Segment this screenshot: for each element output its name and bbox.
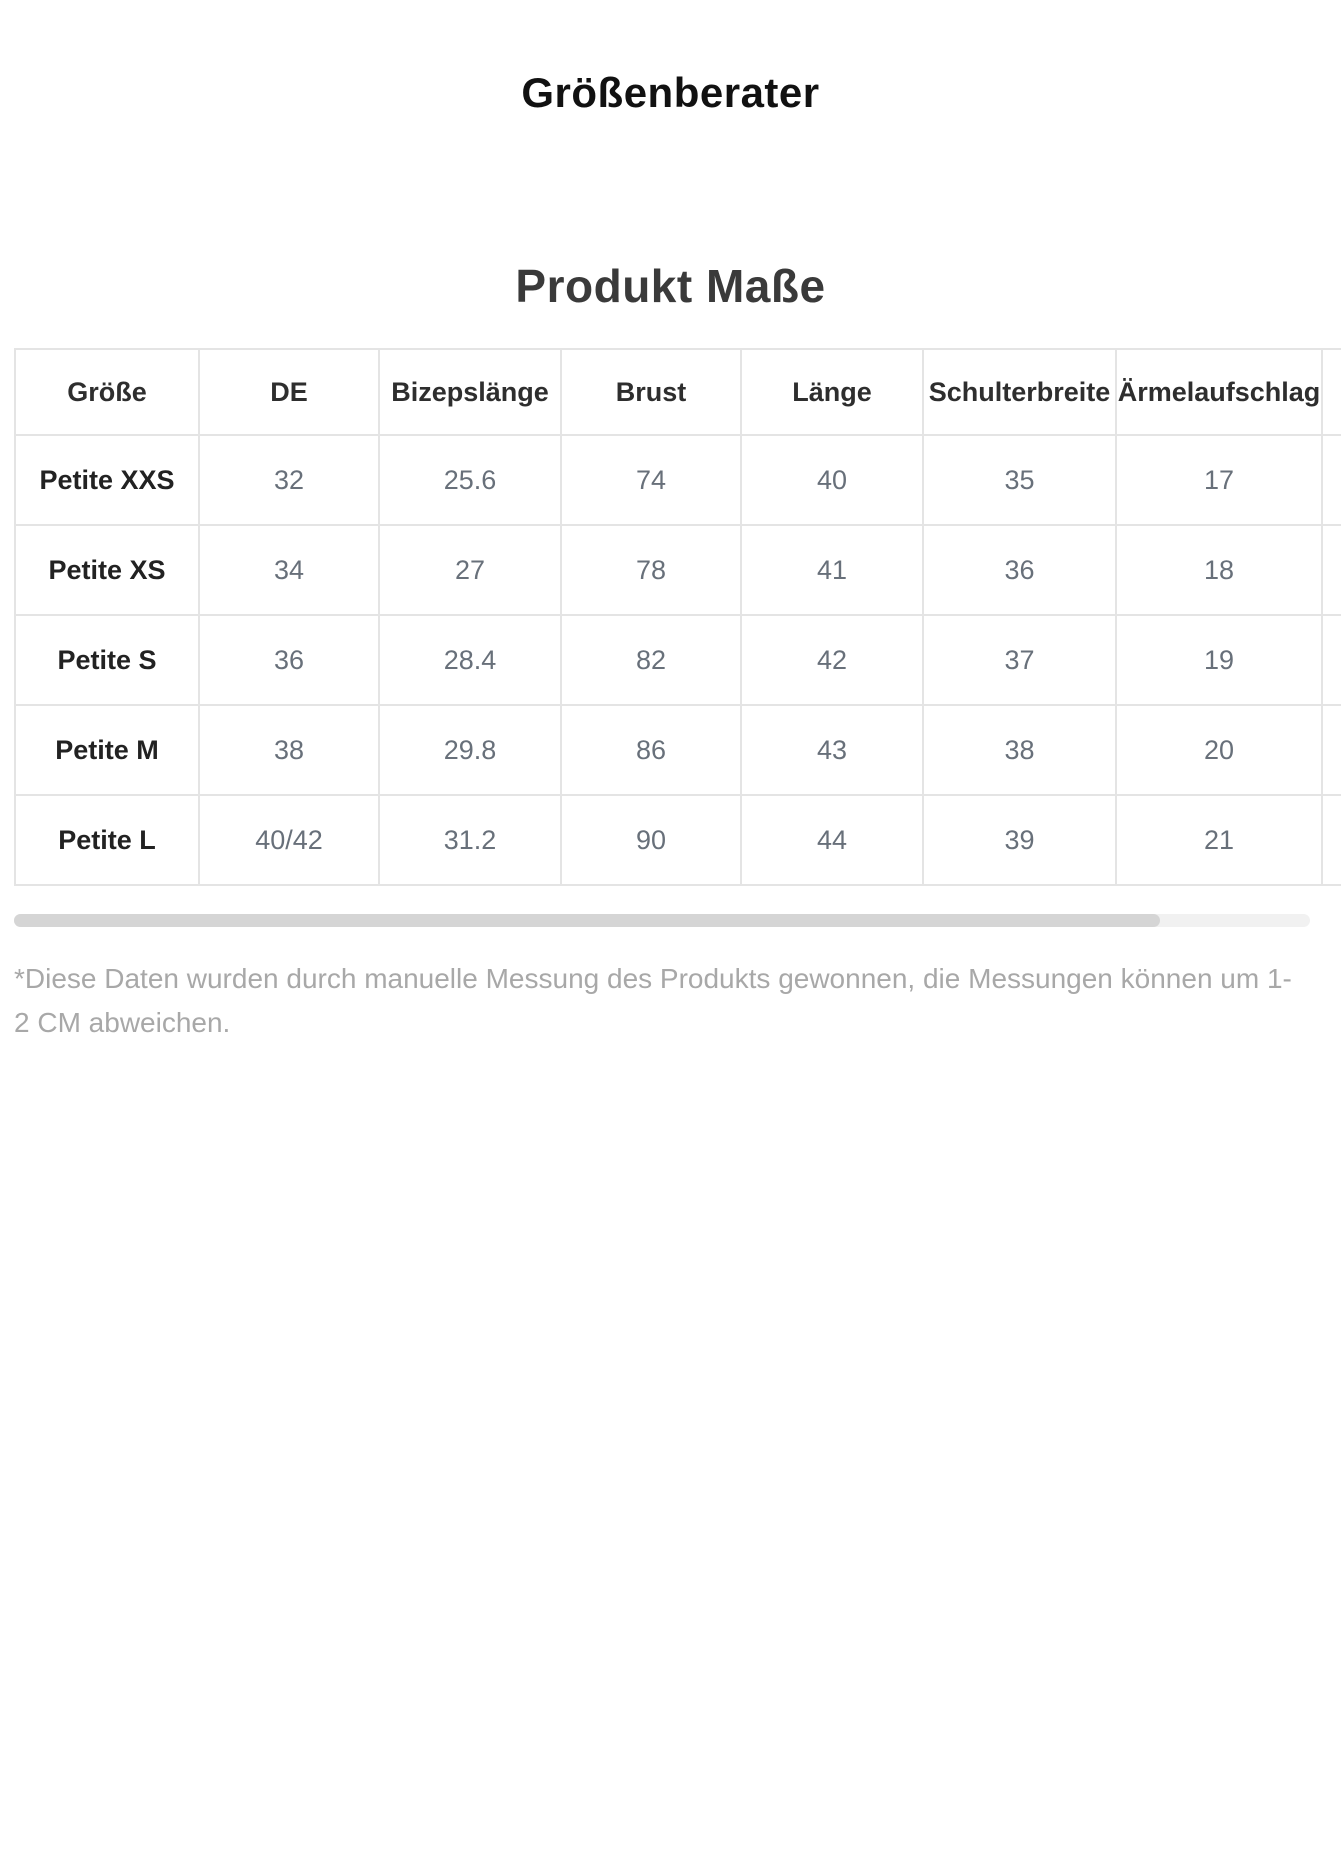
row-label: Petite L (14, 794, 200, 886)
clipped-cell (1321, 794, 1341, 886)
column-header: Schulterbreite (922, 348, 1117, 436)
measurement-value: 17 (1115, 434, 1323, 526)
measurement-value: 21 (1115, 794, 1323, 886)
section-title: Produkt Maße (515, 260, 826, 312)
measurement-value: 44 (740, 794, 924, 886)
horizontal-scrollbar-thumb[interactable] (14, 914, 1160, 927)
measurement-value: 25.6 (378, 434, 562, 526)
measurement-value: 38 (922, 704, 1117, 796)
header-row: Größe DE Bizepslänge Brust Länge Schulterbrei… (14, 348, 1341, 436)
horizontal-scrollbar-track[interactable] (14, 914, 1310, 927)
measurement-value: 40/42 (198, 794, 380, 886)
row-label: Petite XXS (14, 434, 200, 526)
measurement-value: 32 (198, 434, 380, 526)
column-header: Bizepslänge (378, 348, 562, 436)
measurement-value: 37 (922, 614, 1117, 706)
size-row: Petite XS 34 27 78 41 36 18 (14, 524, 1341, 616)
measurement-value: 29.8 (378, 704, 562, 796)
measurement-value: 34 (198, 524, 380, 616)
size-table-body: Petite XXS 32 25.6 74 40 35 17 Petite XS 34 27 78 4… (14, 434, 1341, 886)
clipped-column-header (1321, 348, 1341, 436)
clipped-cell (1321, 524, 1341, 616)
row-label: Petite S (14, 614, 200, 706)
measurement-value: 38 (198, 704, 380, 796)
size-row: Petite XXS 32 25.6 74 40 35 17 (14, 434, 1341, 526)
measurement-value: 74 (560, 434, 742, 526)
size-row: Petite M 38 29.8 86 43 38 20 (14, 704, 1341, 796)
measurement-value: 35 (922, 434, 1117, 526)
column-header: Ärmelaufschlag (1115, 348, 1323, 436)
size-table-header: Größe DE Bizepslänge Brust Länge Schulterbrei… (14, 348, 1341, 436)
measurement-value: 18 (1115, 524, 1323, 616)
measurement-value: 90 (560, 794, 742, 886)
column-header: DE (198, 348, 380, 436)
measurement-value: 41 (740, 524, 924, 616)
measurement-value: 82 (560, 614, 742, 706)
row-label: Petite XS (14, 524, 200, 616)
clipped-cell (1321, 614, 1341, 706)
column-header: Größe (14, 348, 200, 436)
clipped-cell (1321, 704, 1341, 796)
column-header: Brust (560, 348, 742, 436)
page-title: Größenberater (521, 69, 820, 116)
clipped-cell (1321, 434, 1341, 526)
measurement-value: 40 (740, 434, 924, 526)
measurement-value: 36 (922, 524, 1117, 616)
measurement-value: 19 (1115, 614, 1323, 706)
row-label: Petite M (14, 704, 200, 796)
measurement-value: 36 (198, 614, 380, 706)
size-row: Petite L 40/42 31.2 90 44 39 21 (14, 794, 1341, 886)
measurement-value: 31.2 (378, 794, 562, 886)
measurement-disclaimer: *Diese Daten wurden durch manuelle Messu… (14, 963, 1292, 1038)
size-row: Petite S 36 28.4 82 42 37 19 (14, 614, 1341, 706)
measurement-value: 43 (740, 704, 924, 796)
size-table-scroll-area[interactable]: Größe DE Bizepslänge Brust Länge Schulterbrei… (14, 348, 1341, 886)
measurement-value: 39 (922, 794, 1117, 886)
measurement-value: 42 (740, 614, 924, 706)
measurement-value: 20 (1115, 704, 1323, 796)
size-table: Größe DE Bizepslänge Brust Länge Schulterbrei… (14, 348, 1341, 886)
measurement-value: 28.4 (378, 614, 562, 706)
measurement-value: 78 (560, 524, 742, 616)
column-header: Länge (740, 348, 924, 436)
measurement-value: 27 (378, 524, 562, 616)
measurement-value: 86 (560, 704, 742, 796)
